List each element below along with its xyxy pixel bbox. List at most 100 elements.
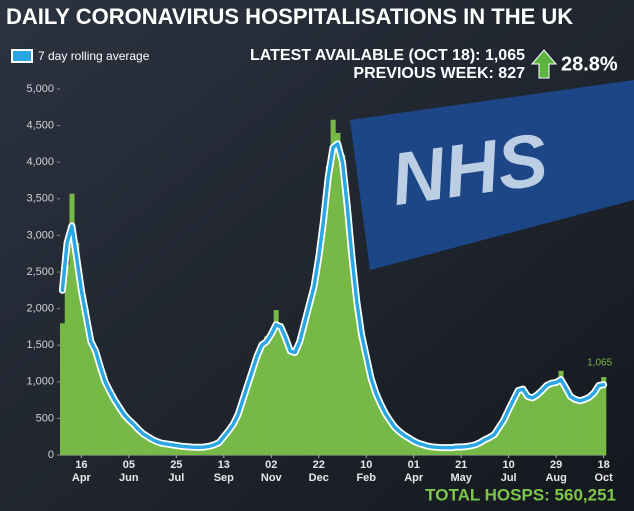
- bar: [506, 407, 512, 455]
- bar: [135, 428, 142, 455]
- bar: [330, 119, 336, 455]
- bar: [74, 242, 80, 455]
- bar: [468, 445, 474, 455]
- bar: [283, 334, 289, 455]
- bar: [102, 378, 108, 455]
- x-tick-label: Apr: [404, 472, 424, 484]
- bar: [93, 348, 99, 455]
- bar: [245, 381, 251, 455]
- bar: [411, 440, 417, 455]
- bar: [88, 337, 94, 455]
- bar: [458, 446, 464, 455]
- bar: [473, 444, 479, 455]
- bar: [444, 447, 450, 455]
- bar: [97, 363, 104, 455]
- chart-title: DAILY CORONAVIRUS HOSPITALISATIONS IN TH…: [6, 4, 573, 29]
- bar: [515, 387, 521, 455]
- x-tick-label: Aug: [545, 472, 566, 484]
- legend-swatch: [11, 49, 33, 63]
- bar: [553, 380, 559, 455]
- bar: [278, 323, 284, 455]
- bar: [382, 411, 388, 455]
- bar: [64, 264, 70, 455]
- x-tick-label: 13: [218, 459, 230, 471]
- bar: [112, 399, 118, 455]
- bar: [397, 430, 403, 455]
- x-tick-label: Apr: [72, 472, 92, 484]
- bar: [287, 348, 293, 455]
- bar: [169, 444, 175, 455]
- bar: [401, 434, 407, 455]
- bar: [568, 394, 574, 455]
- y-tick-label: 500: [36, 412, 54, 424]
- bar: [544, 383, 550, 455]
- bar: [359, 330, 365, 455]
- x-tick-label: Nov: [261, 472, 283, 484]
- bar: [534, 392, 540, 455]
- bar: [264, 336, 270, 455]
- y-tick-label: 4,000: [26, 156, 54, 168]
- bar: [159, 442, 165, 455]
- x-tick-label: Dec: [309, 472, 329, 484]
- y-tick-label: 1,500: [26, 339, 54, 351]
- x-tick-label: 21: [455, 459, 467, 471]
- bar: [192, 447, 198, 455]
- bar: [563, 385, 569, 455]
- bar: [60, 323, 66, 455]
- bar: [425, 445, 431, 455]
- bar: [549, 381, 555, 455]
- bar: [520, 386, 526, 455]
- bar: [202, 446, 208, 455]
- x-tick-label: Sep: [214, 472, 234, 484]
- bar: [254, 352, 260, 455]
- bar: [373, 390, 379, 455]
- bar: [230, 422, 236, 455]
- bar: [477, 442, 483, 455]
- bar: [211, 444, 217, 455]
- bar: [164, 443, 170, 455]
- bar: [530, 396, 536, 455]
- bar: [572, 397, 578, 455]
- bar: [420, 444, 426, 455]
- bar: [273, 310, 279, 455]
- change-note: 28.8%: [561, 53, 618, 75]
- bar: [463, 446, 469, 455]
- bar: [173, 445, 179, 455]
- previous-note: PREVIOUS WEEK: 827: [353, 65, 525, 82]
- bar: [368, 374, 374, 455]
- bar: [321, 209, 327, 455]
- bar: [140, 433, 146, 455]
- total-note: TOTAL HOSPS: 560,251: [425, 485, 616, 504]
- bar: [340, 154, 346, 455]
- bar: [188, 446, 194, 455]
- y-tick-label: 2,000: [26, 303, 54, 315]
- bar: [316, 250, 322, 455]
- bar: [249, 367, 255, 455]
- bar: [501, 418, 507, 455]
- bar: [131, 423, 137, 455]
- x-tick-label: 10: [503, 459, 515, 471]
- bar: [525, 394, 531, 455]
- bar: [240, 397, 246, 455]
- y-tick-label: 1,000: [26, 376, 54, 388]
- bar: [511, 397, 517, 455]
- bar: [378, 402, 384, 455]
- x-tick-label: 18: [598, 459, 610, 471]
- bar: [577, 399, 583, 455]
- bar: [302, 319, 308, 455]
- bar: [150, 438, 156, 455]
- bar: [311, 280, 317, 455]
- bar: [335, 132, 341, 456]
- bar: [268, 330, 274, 455]
- bar: [487, 436, 493, 455]
- bar: [582, 397, 588, 455]
- bar: [596, 383, 602, 455]
- bar: [183, 446, 189, 455]
- bar: [145, 435, 151, 455]
- up-arrow: [530, 49, 558, 79]
- x-tick-label: Jul: [168, 472, 184, 484]
- bar: [197, 447, 203, 455]
- bar: [216, 441, 222, 455]
- y-tick-label: 0: [48, 449, 54, 461]
